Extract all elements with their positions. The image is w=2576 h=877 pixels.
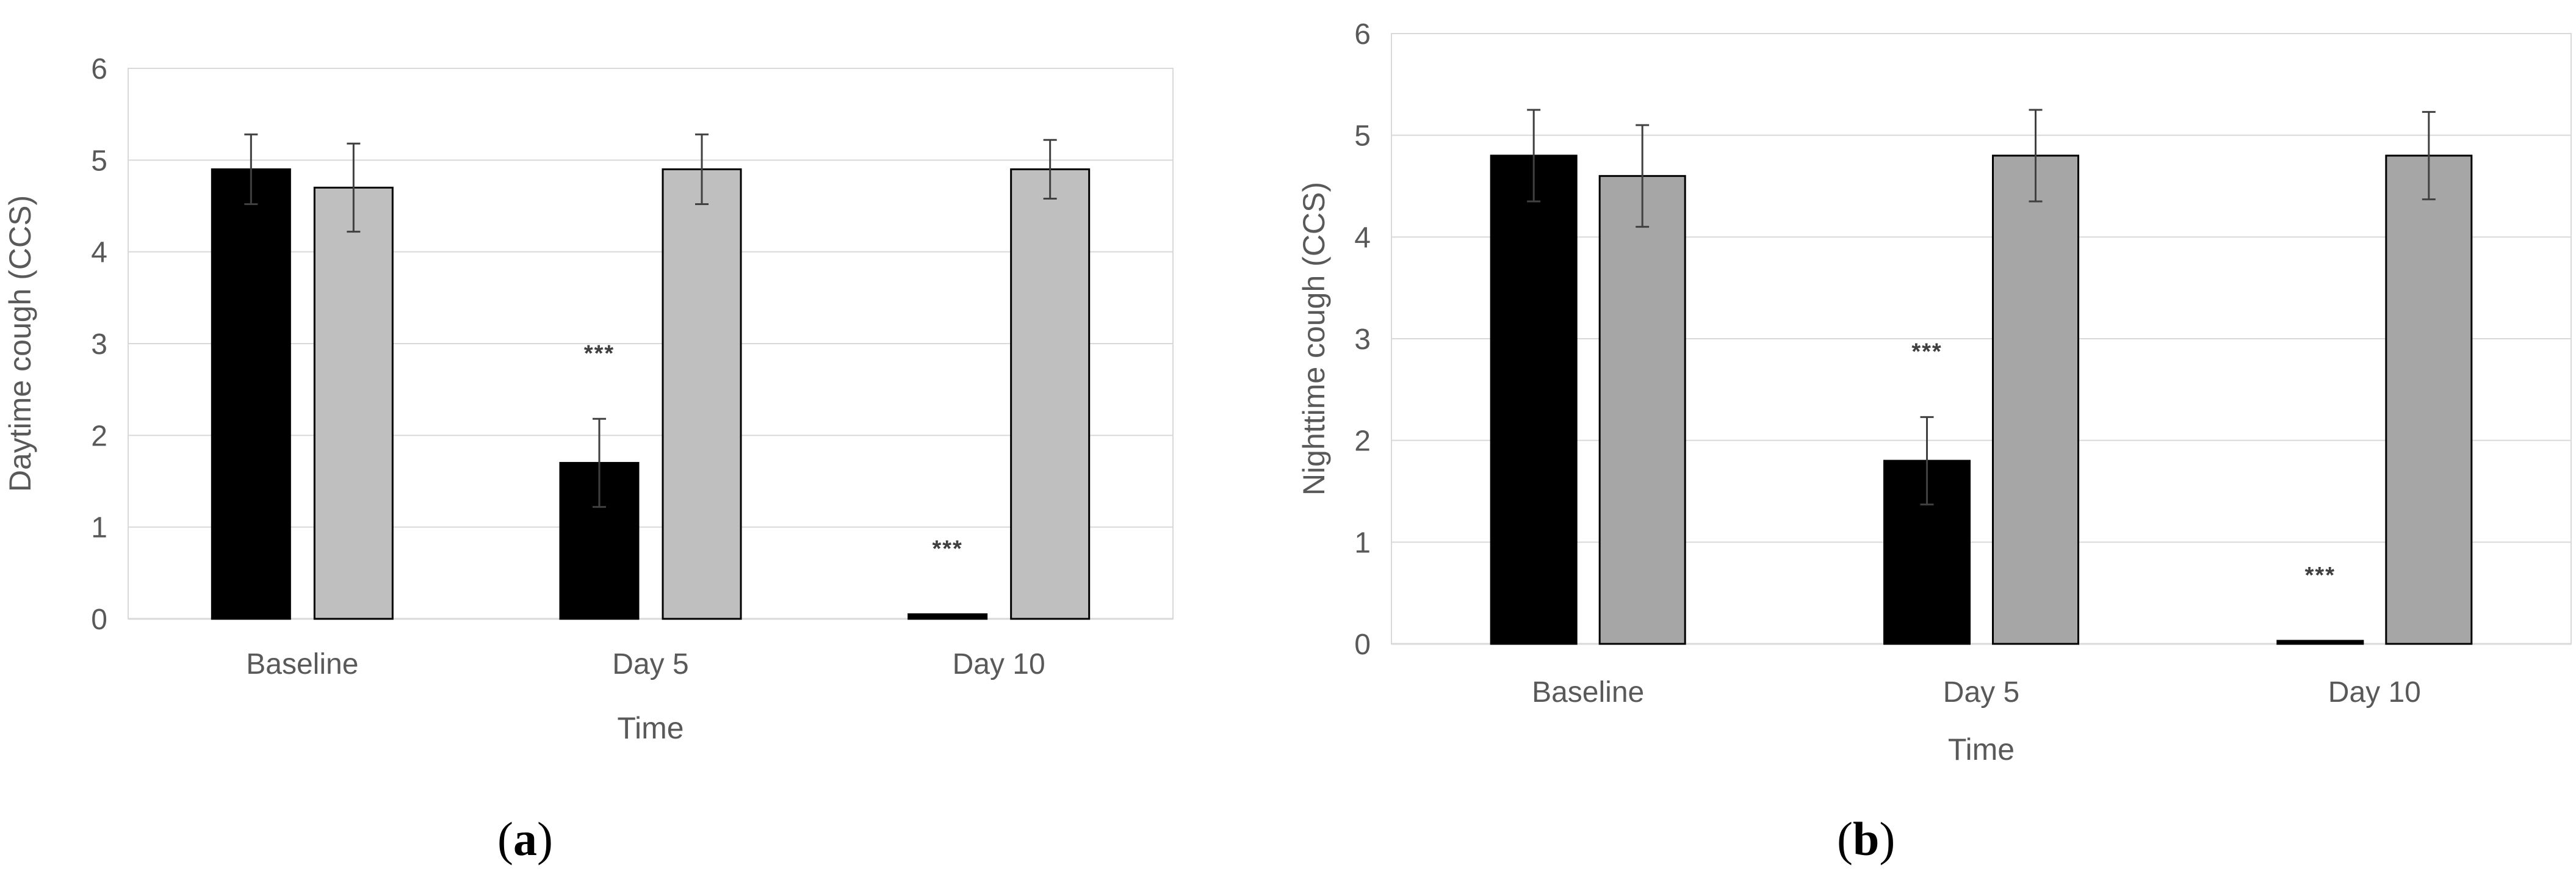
panel-label-b: (b) bbox=[1837, 812, 1895, 867]
y-axis-title: Nighttime cough (CCS) bbox=[1300, 182, 1331, 496]
y-tick-label: 2 bbox=[91, 420, 107, 452]
panel-label-a-open: ( bbox=[497, 812, 513, 865]
significance-label: *** bbox=[584, 341, 615, 366]
x-tick-label: Day 10 bbox=[953, 648, 1045, 680]
y-tick-label: 0 bbox=[91, 604, 107, 636]
y-tick-label: 6 bbox=[1354, 18, 1371, 51]
chart-panel-b: 0 1 2 3 4 5 6 Baseline *** Day 5 *** Day 10 Time Nigh… bbox=[1300, 0, 2576, 877]
y-tick-label: 1 bbox=[91, 512, 107, 544]
bar bbox=[211, 168, 291, 620]
y-tick-label: 0 bbox=[1354, 629, 1371, 661]
bar bbox=[2276, 640, 2364, 645]
bar bbox=[907, 613, 988, 620]
y-tick-label: 5 bbox=[1354, 120, 1371, 153]
panel-label-b-open: ( bbox=[1837, 812, 1853, 865]
x-tick-label: Day 10 bbox=[2328, 676, 2421, 709]
y-tick-label: 4 bbox=[1354, 222, 1371, 254]
bar bbox=[1992, 154, 2079, 645]
bar bbox=[1010, 168, 1091, 620]
chart-a-svg: 0 1 2 3 4 5 6 Baseline *** Day 5 *** Day 10 Time Dayt… bbox=[3, 53, 1174, 745]
x-tick-label: Day 5 bbox=[612, 648, 688, 680]
bar bbox=[313, 186, 394, 620]
y-tick-label: 4 bbox=[91, 237, 107, 269]
y-tick-label: 3 bbox=[1354, 323, 1371, 356]
y-axis-title: Daytime cough (CCS) bbox=[3, 195, 37, 492]
x-tick-label: Day 5 bbox=[1943, 676, 2019, 709]
bar bbox=[2385, 154, 2473, 645]
chart-b-svg: 0 1 2 3 4 5 6 Baseline *** Day 5 *** Day 10 Time Nigh… bbox=[1300, 18, 2572, 767]
y-tick-label: 3 bbox=[91, 328, 107, 361]
y-tick-label: 5 bbox=[91, 145, 107, 177]
significance-label: *** bbox=[1911, 339, 1942, 364]
significance-label: *** bbox=[932, 536, 962, 561]
chart-panel-a: 0 1 2 3 4 5 6 Baseline *** Day 5 *** Day 10 Time Dayt… bbox=[0, 0, 1257, 877]
x-tick-label: Baseline bbox=[246, 648, 358, 680]
y-tick-label: 1 bbox=[1354, 527, 1371, 559]
bar bbox=[662, 168, 742, 620]
panel-label-b-letter: b bbox=[1852, 812, 1880, 865]
panel-label-a-close: ) bbox=[536, 812, 553, 865]
x-tick-label: Baseline bbox=[1532, 676, 1644, 709]
bar bbox=[1598, 175, 1686, 645]
x-axis-title: Time bbox=[1948, 732, 2015, 767]
panel-label-b-close: ) bbox=[1879, 812, 1896, 865]
panel-label-a-letter: a bbox=[513, 812, 537, 865]
bar bbox=[1490, 154, 1578, 645]
y-tick-label: 6 bbox=[91, 53, 107, 85]
significance-label: *** bbox=[2305, 563, 2336, 588]
y-tick-label: 2 bbox=[1354, 425, 1371, 458]
panel-label-a: (a) bbox=[497, 812, 553, 867]
x-axis-title: Time bbox=[617, 711, 684, 745]
